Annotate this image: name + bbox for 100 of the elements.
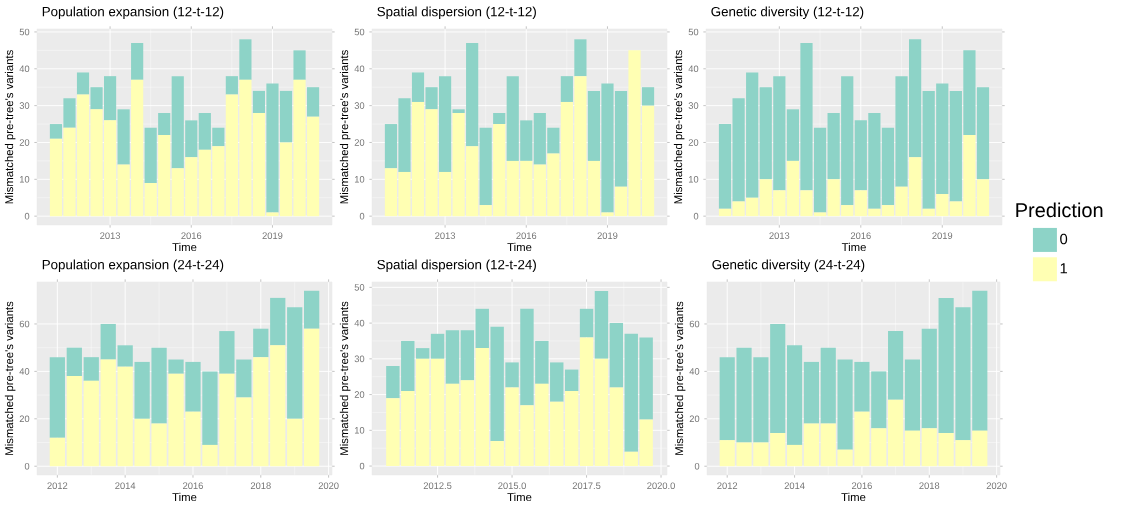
bar xyxy=(293,50,306,81)
bar xyxy=(306,87,320,117)
bar xyxy=(83,381,99,467)
bar xyxy=(594,359,609,467)
y-tick-label: 0 xyxy=(24,213,30,220)
x-tick-label: 2014 xyxy=(784,482,805,490)
bar xyxy=(803,362,819,424)
y-tick-label: 0 xyxy=(359,213,365,220)
x-axis-title: Time xyxy=(172,493,197,502)
bar xyxy=(770,433,786,467)
y-tick-label: 40 xyxy=(688,65,699,73)
y-tick-label: 20 xyxy=(688,139,699,146)
chart-title: Spatial dispersion (12-t-24) xyxy=(377,259,536,273)
y-tick-label: 40 xyxy=(689,368,700,375)
x-tick-label: 2020 xyxy=(986,482,1007,490)
y-tick-label: 10 xyxy=(688,176,699,183)
bar xyxy=(430,359,445,467)
bar xyxy=(66,347,82,377)
chart-title: Population expansion (12-t-12) xyxy=(42,6,224,20)
x-tick-label: 2018 xyxy=(250,482,271,490)
bar xyxy=(287,307,303,420)
x-axis-title: Time xyxy=(841,243,866,252)
y-tick-label: 10 xyxy=(19,176,30,183)
bar xyxy=(904,359,921,431)
y-tick-label: 40 xyxy=(354,65,365,73)
y-tick-label: 60 xyxy=(19,320,30,328)
bar xyxy=(574,39,587,77)
y-tick-label: 30 xyxy=(354,102,365,110)
y-tick-label: 50 xyxy=(354,28,365,36)
bar xyxy=(888,331,904,401)
x-axis-title: Time xyxy=(507,493,532,502)
x-tick-label: 2012 xyxy=(717,482,738,490)
bar xyxy=(609,323,624,388)
y-tick-label: 20 xyxy=(354,139,365,146)
y-tick-label: 10 xyxy=(354,427,365,434)
bar xyxy=(641,87,655,106)
y-tick-label: 20 xyxy=(354,391,365,399)
bar xyxy=(609,387,624,467)
x-tick-label: 2015.0 xyxy=(498,482,526,490)
x-tick-label: 2013 xyxy=(769,232,790,240)
y-tick-label: 10 xyxy=(354,176,365,183)
y-axis-title: Mismatched pre-tree's variants xyxy=(339,50,351,204)
bar xyxy=(445,330,460,385)
legend-label: 1 xyxy=(1060,263,1068,274)
y-axis-title: Mismatched pre-tree's variants xyxy=(4,50,16,204)
x-axis-title: Time xyxy=(172,243,197,252)
bar xyxy=(304,290,320,329)
bar xyxy=(83,357,99,382)
x-tick-label: 2016 xyxy=(181,232,202,240)
x-tick-label: 2020 xyxy=(318,482,339,490)
bar xyxy=(100,359,116,467)
bar xyxy=(131,43,144,81)
y-tick-label: 40 xyxy=(354,320,365,327)
x-tick-label: 2019 xyxy=(597,232,618,240)
bar xyxy=(564,391,579,467)
x-axis-title: Time xyxy=(507,243,532,252)
bar xyxy=(579,309,594,338)
x-tick-label: 2013 xyxy=(100,232,121,240)
chart-title: Genetic diversity (12-t-12) xyxy=(711,6,864,20)
y-axis-title: Mismatched pre-tree's variants xyxy=(4,301,16,456)
x-tick-label: 2016 xyxy=(852,482,872,490)
x-tick-label: 2019 xyxy=(262,232,283,240)
bar xyxy=(117,109,130,165)
bar xyxy=(921,328,937,429)
x-tick-label: 2012 xyxy=(47,482,68,490)
y-tick-label: 0 xyxy=(359,462,365,470)
y-tick-label: 20 xyxy=(689,415,700,423)
legend-label: 0 xyxy=(1060,234,1068,245)
bar xyxy=(445,384,460,467)
x-axis-title: Time xyxy=(841,493,866,502)
y-tick-label: 0 xyxy=(24,463,30,470)
bar xyxy=(100,324,116,360)
y-tick-label: 60 xyxy=(689,320,700,328)
y-tick-label: 50 xyxy=(19,28,30,36)
y-tick-label: 50 xyxy=(688,28,699,36)
y-tick-label: 40 xyxy=(19,65,30,73)
bar xyxy=(786,345,803,446)
bar xyxy=(49,437,65,467)
bar xyxy=(253,328,269,358)
y-tick-label: 30 xyxy=(354,355,365,363)
y-tick-label: 0 xyxy=(694,463,700,470)
bar xyxy=(460,330,475,381)
bar xyxy=(253,357,269,467)
y-tick-label: 30 xyxy=(19,102,30,110)
x-tick-label: 2016 xyxy=(183,482,203,490)
bar xyxy=(287,419,303,467)
chart-title: Genetic diversity (24-t-24) xyxy=(712,259,865,273)
bar xyxy=(493,113,506,125)
x-tick-label: 2013 xyxy=(435,232,456,240)
y-tick-label: 40 xyxy=(19,368,30,375)
bar xyxy=(479,127,492,206)
bar xyxy=(49,357,65,438)
bar xyxy=(270,345,286,467)
bar xyxy=(786,445,803,467)
x-tick-label: 2014 xyxy=(115,482,136,490)
bar xyxy=(304,328,320,467)
y-tick-label: 20 xyxy=(19,415,30,423)
y-axis-title: Mismatched pre-tree's variants xyxy=(673,50,685,204)
y-axis-title: Mismatched pre-tree's variants xyxy=(674,301,686,456)
chart-title: Spatial dispersion (12-t-12) xyxy=(377,6,536,20)
